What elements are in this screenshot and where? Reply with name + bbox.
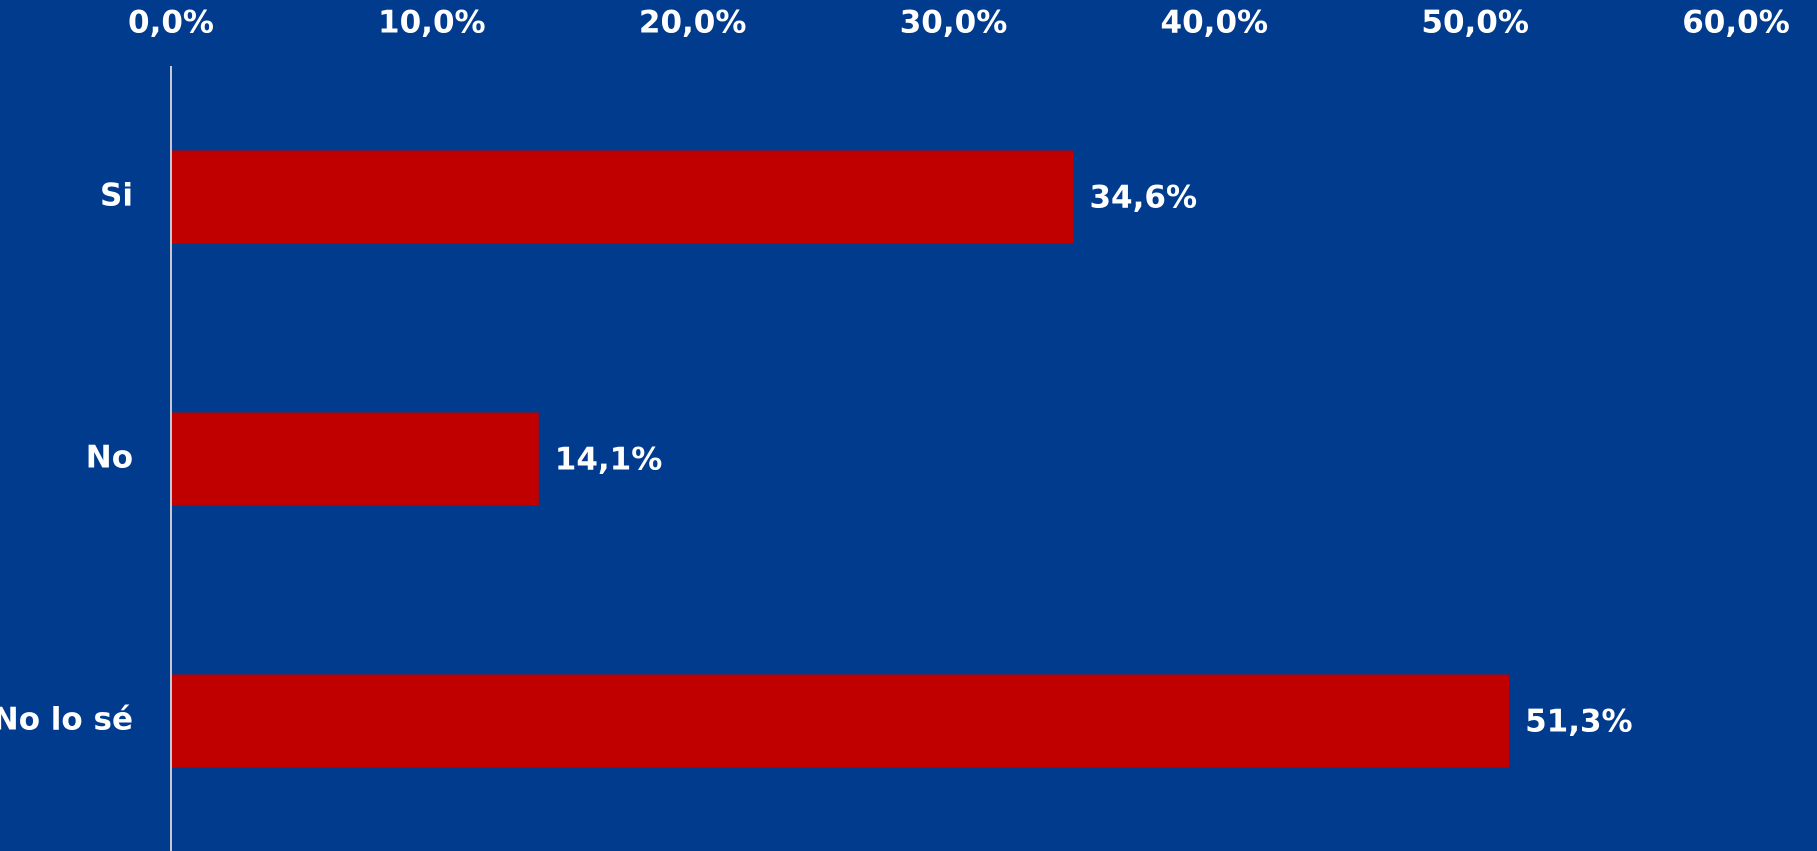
bars: [172, 150, 1510, 768]
x-tick-label: 30,0%: [900, 5, 1008, 41]
x-tick-label: 40,0%: [1161, 5, 1269, 41]
x-tick-label: 60,0%: [1682, 5, 1790, 41]
data-labels: 34,6% 14,1% 51,3%: [555, 180, 1633, 740]
x-tick-label: 50,0%: [1421, 5, 1529, 41]
category-label: No lo sé: [0, 702, 133, 738]
x-tick-label: 10,0%: [378, 5, 486, 41]
category-label: Si: [100, 178, 133, 214]
category-labels: Si No No lo sé: [0, 178, 133, 738]
bar: [172, 150, 1074, 244]
bar: [172, 412, 539, 506]
data-label: 14,1%: [555, 442, 663, 478]
x-axis-tick-labels: 0,0% 10,0% 20,0% 30,0% 40,0% 50,0% 60,0%: [128, 5, 1790, 41]
bar: [172, 674, 1510, 768]
x-tick-label: 20,0%: [639, 5, 747, 41]
x-tick-label: 0,0%: [128, 5, 214, 41]
data-label: 51,3%: [1525, 704, 1633, 740]
category-label: No: [86, 440, 133, 476]
data-label: 34,6%: [1089, 180, 1197, 216]
